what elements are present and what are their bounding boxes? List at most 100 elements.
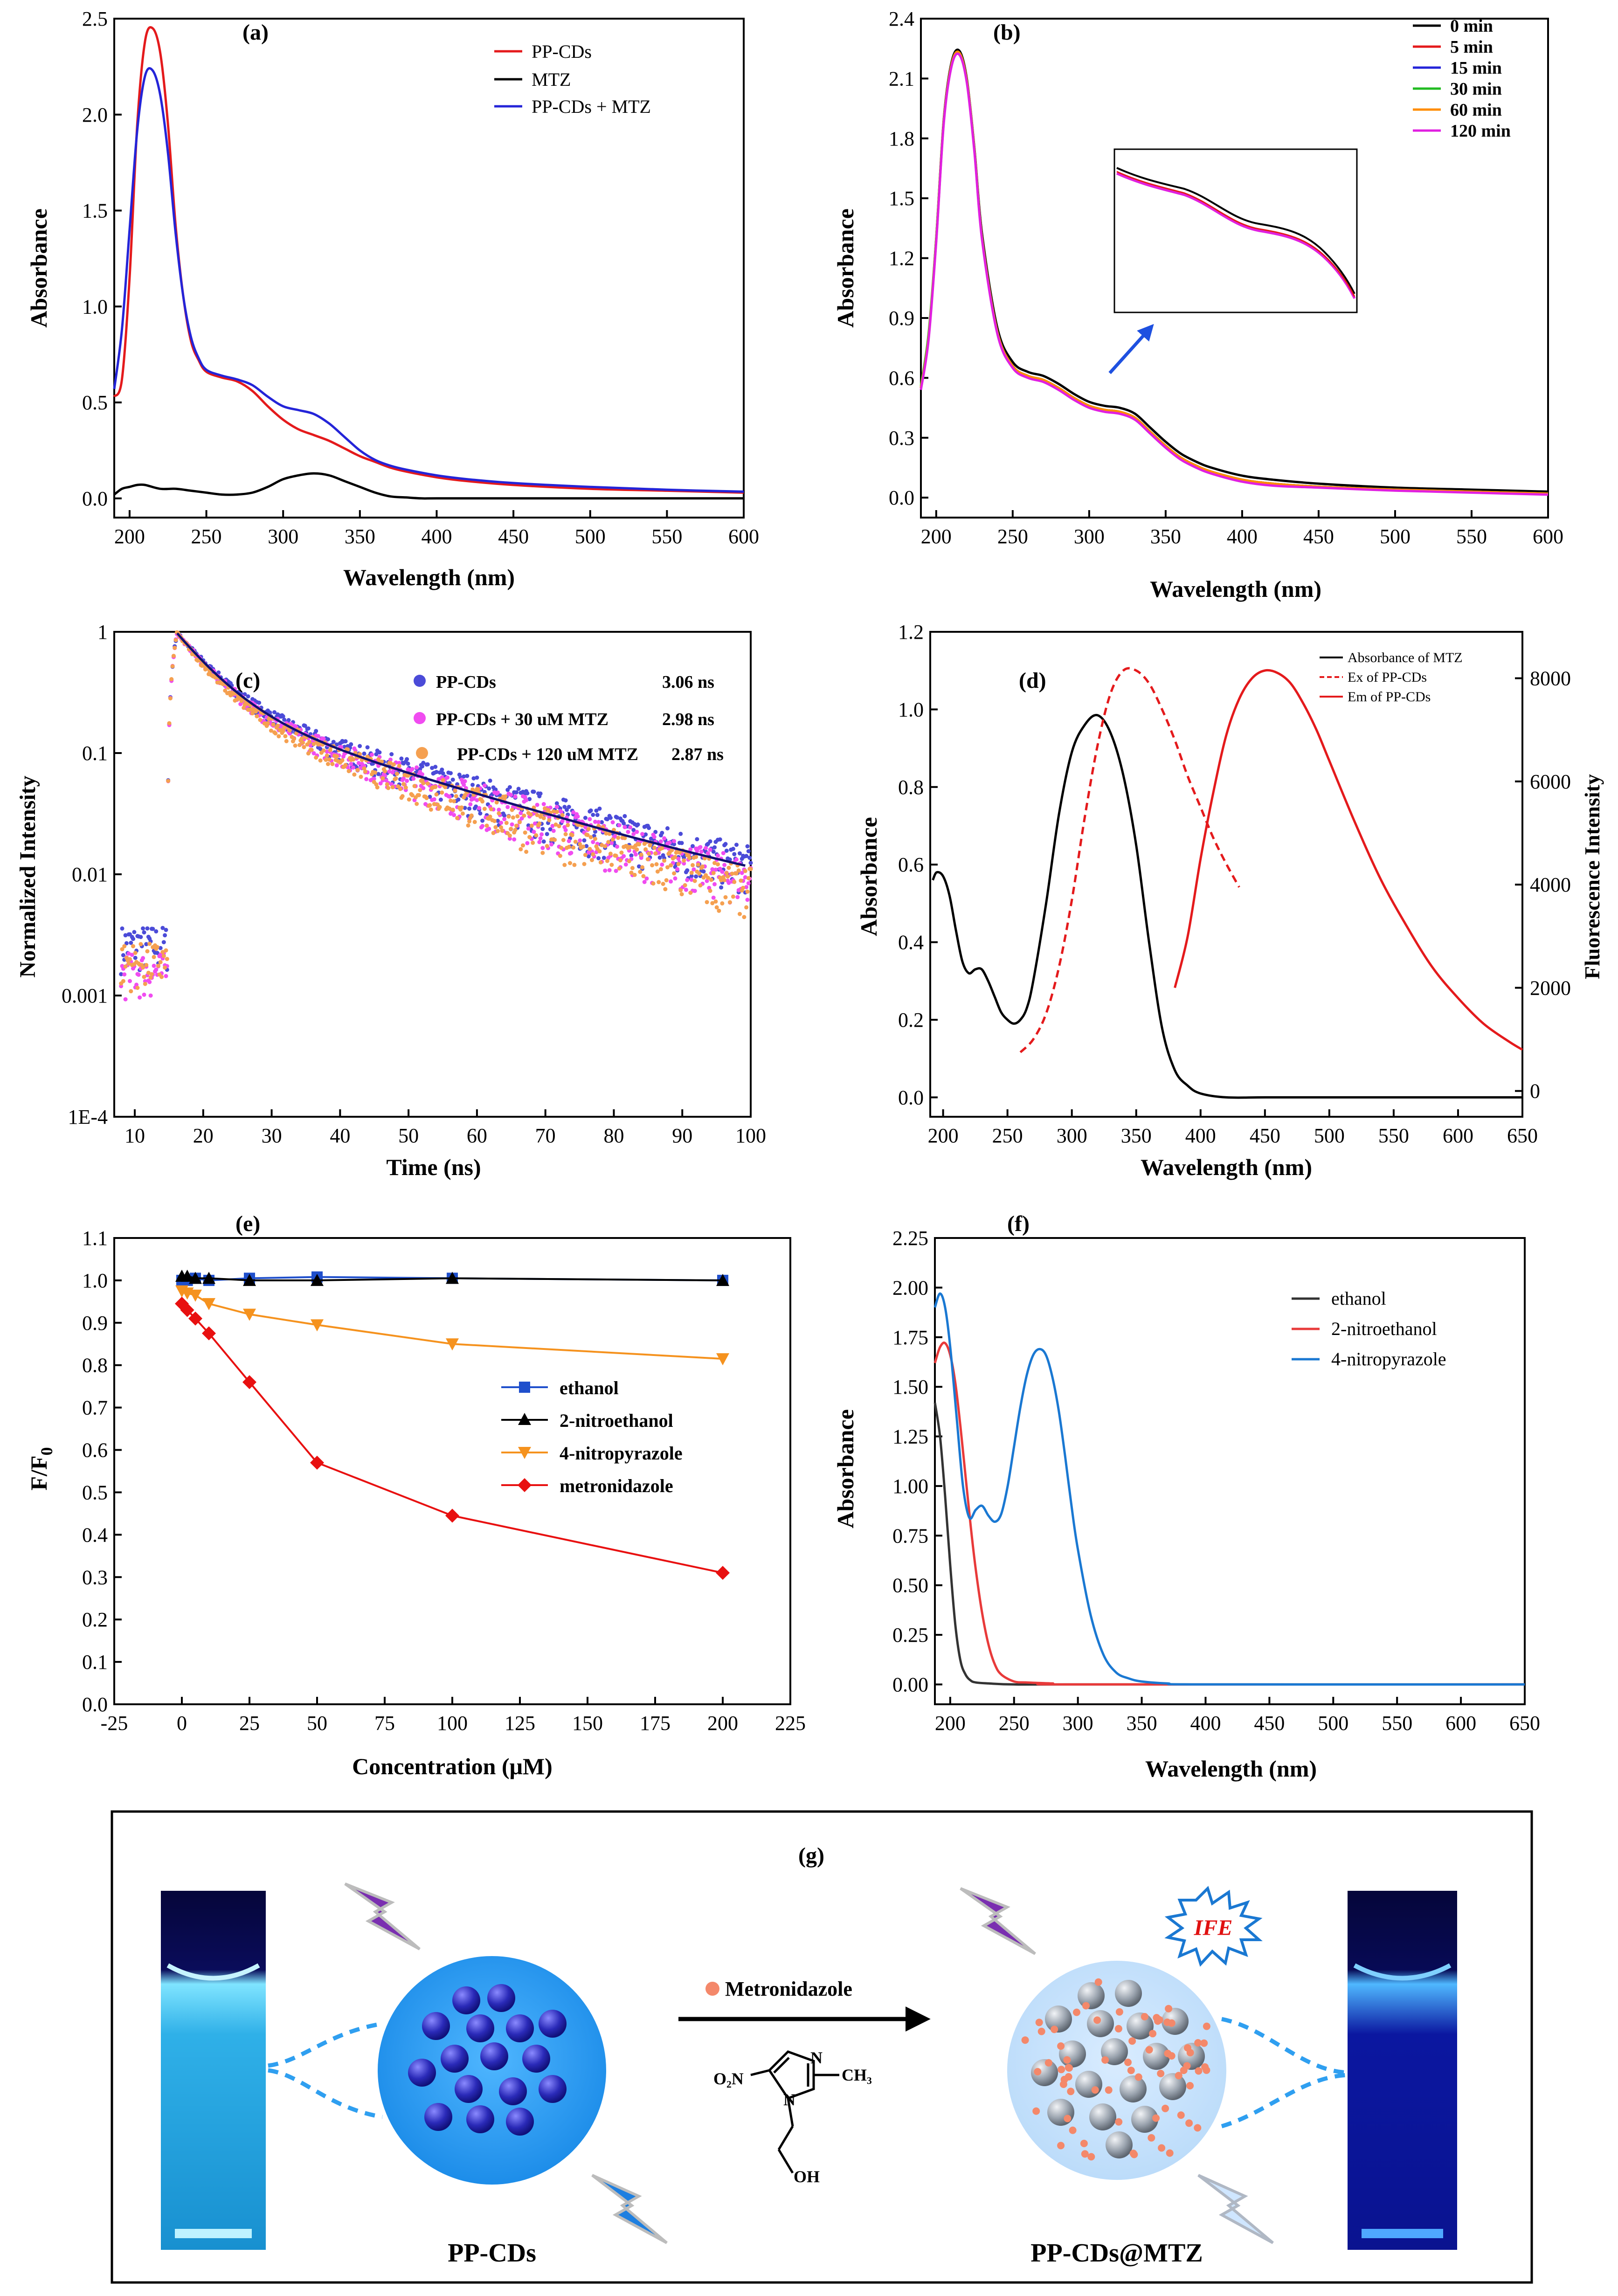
decay-point	[548, 827, 553, 831]
decay-point	[645, 857, 650, 862]
data-point	[189, 1289, 202, 1302]
metronidazole-dot-icon	[705, 1982, 719, 1996]
decay-point	[694, 855, 698, 859]
decay-point	[711, 850, 716, 854]
pp-cds-dots	[408, 1984, 567, 2136]
decay-point	[743, 875, 747, 879]
decay-point	[277, 734, 281, 739]
legend-label-120-min: 120 min	[1450, 121, 1511, 141]
data-point	[446, 1272, 459, 1284]
decay-point	[512, 837, 517, 842]
decay-point	[554, 801, 559, 806]
decay-point	[526, 823, 531, 828]
x-tick-label: 200	[935, 1712, 966, 1735]
data-point	[243, 1273, 256, 1286]
decay-point	[380, 776, 385, 781]
decay-point	[710, 901, 715, 906]
decay-point	[716, 862, 720, 867]
decay-point	[585, 833, 590, 837]
y-tick-label: 1.50	[892, 1376, 928, 1398]
decay-point	[660, 846, 664, 851]
decay-point	[494, 800, 499, 805]
decay-point	[405, 779, 409, 783]
decay-point	[430, 766, 435, 770]
decay-point	[339, 745, 344, 749]
decay-point	[562, 805, 567, 809]
x-tick-label: 650	[1509, 1712, 1540, 1735]
decay-point	[604, 831, 608, 836]
metronidazole-dot	[1128, 2037, 1136, 2045]
x-tick-label: 20	[193, 1124, 214, 1147]
decay-point	[375, 785, 380, 790]
decay-point	[497, 811, 501, 816]
decay-point	[607, 868, 612, 872]
decay-point	[718, 837, 722, 842]
decay-point	[647, 826, 651, 830]
x-tick-label: 350	[1121, 1124, 1152, 1147]
decay-point	[537, 821, 542, 826]
decay-point	[488, 814, 492, 819]
decay-point	[363, 769, 367, 774]
decay-point	[537, 840, 542, 844]
decay-point	[475, 775, 479, 780]
carbon-dot	[466, 2014, 494, 2042]
decay-point	[165, 957, 169, 961]
decay-point	[745, 898, 750, 902]
decay-point	[463, 806, 467, 810]
decay-point	[505, 805, 510, 809]
x-tick-label: 300	[1074, 525, 1105, 548]
series-group	[175, 1269, 730, 1580]
x-axis-label: Wavelength (nm)	[343, 564, 515, 590]
methyl-group-label: CH₃	[842, 2066, 872, 2084]
decay-point	[161, 940, 166, 945]
metronidazole-dot	[1093, 2016, 1101, 2024]
decay-point	[421, 781, 426, 786]
y-tick-label: 0.4	[82, 1523, 108, 1546]
x-tick-label: 200	[114, 525, 145, 548]
panel-g-scheme: (g) PP-CDs PP-CDs@MTZ	[111, 1810, 1533, 2284]
decay-point	[415, 765, 419, 770]
decay-point	[374, 752, 379, 756]
decay-point	[637, 864, 641, 869]
series-group	[920, 48, 1549, 496]
carbon-dot	[1089, 2103, 1116, 2130]
decay-point	[722, 863, 727, 867]
decay-point	[152, 963, 156, 968]
decay-point	[623, 862, 628, 867]
decay-point	[563, 828, 568, 832]
decay-point	[596, 856, 601, 860]
decay-point	[726, 865, 731, 870]
decay-point	[663, 887, 668, 892]
x-tick-label: 550	[1456, 525, 1487, 548]
decay-point	[311, 751, 316, 755]
axes: 200 250 300 350 400 450 500 550 600 0.0 0.5 1.0 1.5 2…	[82, 7, 759, 548]
decay-point	[617, 823, 622, 828]
decay-point	[605, 858, 609, 863]
decay-point	[327, 757, 332, 762]
decay-point	[388, 761, 393, 765]
decay-point	[622, 821, 626, 826]
metronidazole-dot	[1134, 2073, 1142, 2081]
decay-point	[328, 748, 332, 753]
decay-point	[135, 986, 140, 990]
chain-bond-3	[777, 2149, 794, 2174]
decay-point	[143, 982, 147, 986]
decay-point	[745, 889, 750, 894]
decay-point	[309, 747, 314, 752]
data-point	[180, 1303, 194, 1317]
x-axis-label: Wavelength (nm)	[1145, 1756, 1317, 1782]
y-right-tick-label: 8000	[1530, 667, 1571, 690]
decay-point	[497, 808, 501, 812]
metronidazole-dot	[1065, 2073, 1072, 2081]
x-tick-label: 175	[640, 1712, 671, 1735]
decay-point	[701, 869, 706, 874]
metronidazole-dot	[1114, 2025, 1122, 2033]
decay-point	[632, 872, 637, 877]
decay-point	[307, 740, 312, 744]
decay-point	[588, 817, 592, 822]
decay-point	[678, 888, 683, 892]
decay-point	[662, 858, 666, 863]
decay-point	[721, 851, 726, 856]
decay-point	[682, 861, 686, 866]
decay-point	[616, 836, 621, 840]
